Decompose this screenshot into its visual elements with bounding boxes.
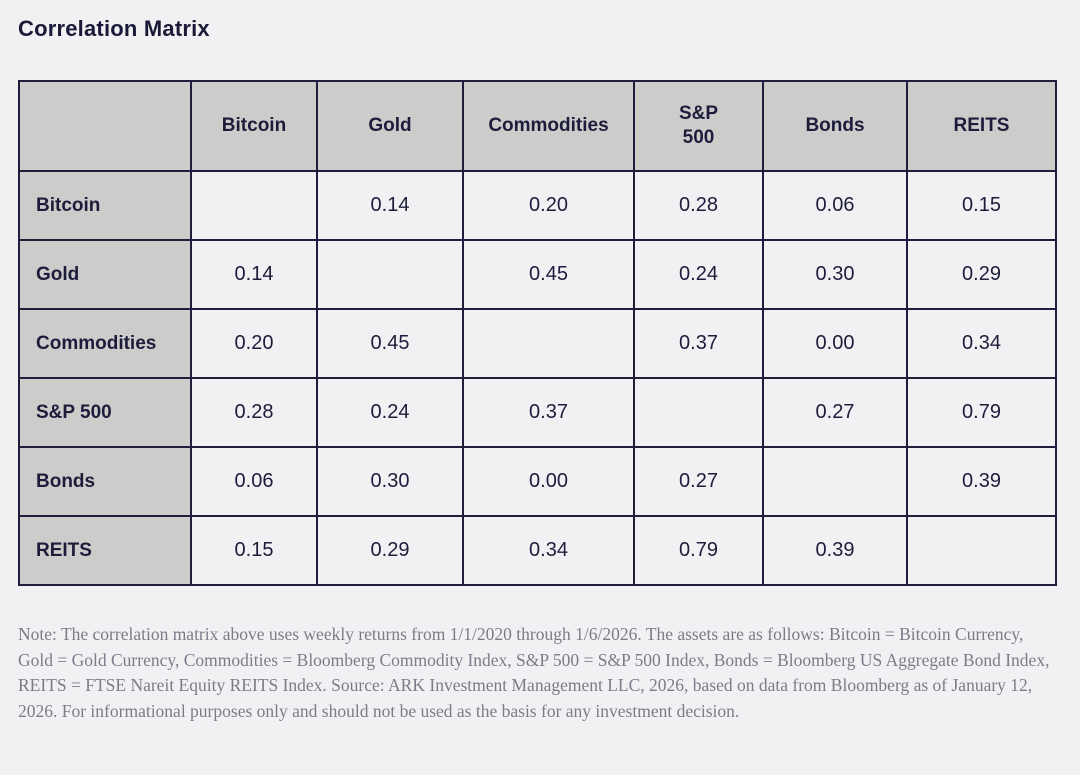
matrix-row-bonds: Bonds 0.06 0.30 0.00 0.27 0.39	[18, 446, 1057, 517]
matrix-cell-bonds-s-p-500: 0.27	[633, 446, 764, 517]
matrix-cell-s-p-500-s-p-500	[633, 377, 764, 448]
matrix-cell-bitcoin-reits: 0.15	[906, 170, 1057, 241]
column-header-label: REITS	[953, 115, 1010, 137]
matrix-cell-s-p-500-commodities: 0.37	[462, 377, 635, 448]
column-header-reits: REITS	[906, 80, 1057, 172]
matrix-cell-s-p-500-reits: 0.79	[906, 377, 1057, 448]
matrix-cell-commodities-s-p-500: 0.37	[633, 308, 764, 379]
column-header-s-p-500: S&P 500	[633, 80, 764, 172]
matrix-cell-bitcoin-bitcoin	[190, 170, 318, 241]
matrix-cell-reits-reits	[906, 515, 1057, 586]
row-header-bonds: Bonds	[18, 446, 192, 517]
matrix-cell-commodities-commodities	[462, 308, 635, 379]
matrix-cell-s-p-500-bonds: 0.27	[762, 377, 908, 448]
matrix-row-reits: REITS 0.15 0.29 0.34 0.79 0.39	[18, 515, 1057, 586]
matrix-cell-gold-bitcoin: 0.14	[190, 239, 318, 310]
matrix-cell-commodities-gold: 0.45	[316, 308, 464, 379]
matrix-cell-bitcoin-bonds: 0.06	[762, 170, 908, 241]
matrix-cell-s-p-500-gold: 0.24	[316, 377, 464, 448]
row-header-commodities: Commodities	[18, 308, 192, 379]
matrix-cell-bonds-gold: 0.30	[316, 446, 464, 517]
matrix-row-s-p-500: S&P 500 0.28 0.24 0.37 0.27 0.79	[18, 377, 1057, 448]
column-header-gold: Gold	[316, 80, 464, 172]
matrix-cell-commodities-reits: 0.34	[906, 308, 1057, 379]
matrix-header-row: Bitcoin Gold Commodities S&P 500 Bonds REITS	[18, 80, 1057, 172]
matrix-row-gold: Gold 0.14 0.45 0.24 0.30 0.29	[18, 239, 1057, 310]
matrix-cell-gold-commodities: 0.45	[462, 239, 635, 310]
matrix-cell-gold-reits: 0.29	[906, 239, 1057, 310]
column-header-bitcoin: Bitcoin	[190, 80, 318, 172]
matrix-cell-commodities-bitcoin: 0.20	[190, 308, 318, 379]
matrix-cell-bonds-bonds	[762, 446, 908, 517]
row-header-s-p-500: S&P 500	[18, 377, 192, 448]
matrix-cell-reits-commodities: 0.34	[462, 515, 635, 586]
column-header-label: Commodities	[488, 115, 609, 137]
matrix-cell-bonds-reits: 0.39	[906, 446, 1057, 517]
matrix-body: Bitcoin 0.14 0.20 0.28 0.06 0.15 Gold 0.14 0.45 0…	[18, 170, 1057, 586]
matrix-cell-gold-s-p-500: 0.24	[633, 239, 764, 310]
row-header-reits: REITS	[18, 515, 192, 586]
corner-cell	[18, 80, 192, 172]
matrix-cell-reits-bonds: 0.39	[762, 515, 908, 586]
matrix-cell-reits-gold: 0.29	[316, 515, 464, 586]
column-header-label: Bitcoin	[221, 115, 287, 137]
column-header-label: Bonds	[805, 115, 865, 137]
page-title: Correlation Matrix	[18, 16, 210, 41]
matrix-cell-bonds-bitcoin: 0.06	[190, 446, 318, 517]
matrix-cell-bitcoin-gold: 0.14	[316, 170, 464, 241]
matrix-cell-commodities-bonds: 0.00	[762, 308, 908, 379]
matrix-row-bitcoin: Bitcoin 0.14 0.20 0.28 0.06 0.15	[18, 170, 1057, 241]
column-header-bonds: Bonds	[762, 80, 908, 172]
matrix-cell-bitcoin-s-p-500: 0.28	[633, 170, 764, 241]
matrix-cell-reits-s-p-500: 0.79	[633, 515, 764, 586]
matrix-cell-reits-bitcoin: 0.15	[190, 515, 318, 586]
correlation-matrix-table: Bitcoin Gold Commodities S&P 500 Bonds REITS …	[18, 80, 1057, 586]
matrix-row-commodities: Commodities 0.20 0.45 0.37 0.00 0.34	[18, 308, 1057, 379]
column-header-commodities: Commodities	[462, 80, 635, 172]
footnote-text: Note: The correlation matrix above uses …	[18, 624, 1050, 721]
row-header-gold: Gold	[18, 239, 192, 310]
column-header-label: Gold	[368, 115, 412, 137]
row-header-bitcoin: Bitcoin	[18, 170, 192, 241]
matrix-cell-gold-bonds: 0.30	[762, 239, 908, 310]
matrix-cell-bitcoin-commodities: 0.20	[462, 170, 635, 241]
matrix-cell-s-p-500-bitcoin: 0.28	[190, 377, 318, 448]
matrix-cell-gold-gold	[316, 239, 464, 310]
matrix-cell-bonds-commodities: 0.00	[462, 446, 635, 517]
column-header-label: S&P 500	[678, 103, 719, 148]
